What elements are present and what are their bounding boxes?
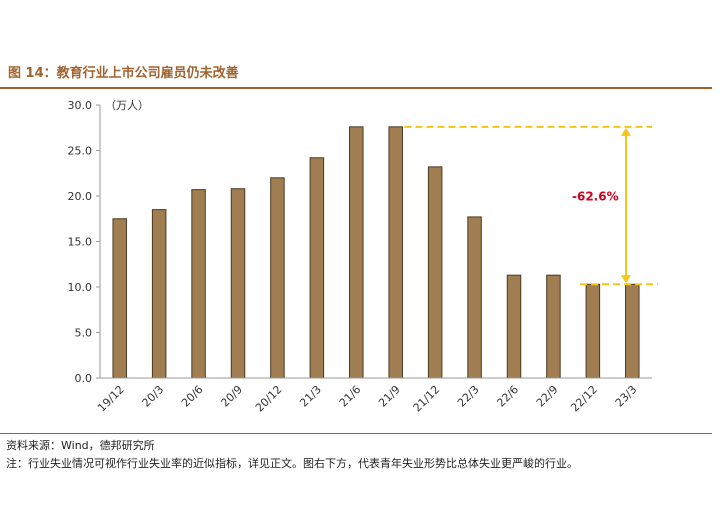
bar	[388, 126, 403, 379]
x-tick-label: 20/3	[140, 383, 167, 410]
bar	[625, 283, 640, 379]
bar	[506, 274, 522, 379]
x-tick-label: 21/9	[376, 383, 403, 410]
bars	[112, 126, 640, 379]
x-tick-label: 22/9	[534, 383, 561, 410]
bar	[230, 188, 246, 379]
title-divider	[0, 87, 712, 89]
y-tick-label: 30.0	[68, 99, 93, 112]
x-tick-label: 20/9	[218, 383, 245, 410]
x-axis: 19/12 20/3 20/6 20/9 20/12 21/3 21/6 21/9 21/12 2…	[95, 377, 652, 415]
bar	[270, 177, 285, 379]
decline-annotation: -62.6%	[404, 125, 658, 286]
y-tick-label: 15.0	[68, 236, 93, 249]
arrow-head-down	[621, 275, 631, 284]
x-tick-label: 22/12	[568, 383, 600, 415]
y-axis: 0.0 5.0 10.0 15.0 20.0 25.0 30.0 （万人）	[68, 99, 150, 385]
bar	[427, 166, 443, 379]
x-tick-label: 20/12	[253, 383, 285, 415]
footer-divider	[0, 433, 712, 434]
x-tick-label: 22/3	[455, 383, 482, 410]
bar	[112, 218, 127, 379]
bar-chart: 0.0 5.0 10.0 15.0 20.0 25.0 30.0 （万人） 19/12 20/3…	[68, 99, 658, 415]
bar	[349, 126, 364, 379]
decline-percent-label: -62.6%	[572, 190, 619, 204]
x-tick-label: 21/12	[411, 383, 443, 415]
bar	[151, 209, 167, 379]
bar	[309, 157, 325, 379]
arrow-head-up	[621, 127, 631, 136]
x-tick-label: 21/3	[297, 383, 324, 410]
x-tick-label: 23/3	[613, 383, 640, 410]
y-unit-label: （万人）	[105, 99, 149, 112]
bar	[467, 216, 482, 379]
y-tick-label: 10.0	[68, 281, 93, 294]
bar	[585, 283, 601, 379]
y-tick-label: 20.0	[68, 190, 93, 203]
x-tick-label: 21/6	[337, 383, 364, 410]
y-tick-label: 25.0	[68, 145, 93, 158]
note-text: 注：行业失业情况可视作行业失业率的近似指标，详见正文。图右下方，代表青年失业形势…	[6, 457, 578, 470]
bar	[546, 274, 561, 379]
x-tick-label: 19/12	[95, 383, 127, 415]
figure-title: 图 14：教育行业上市公司雇员仍未改善	[8, 66, 239, 81]
x-tick-label: 20/6	[179, 383, 206, 410]
y-tick-label: 0.0	[75, 372, 93, 385]
source-text: 资料来源：Wind，德邦研究所	[6, 439, 155, 452]
bar	[191, 189, 206, 379]
y-tick-label: 5.0	[75, 327, 93, 340]
x-tick-label: 22/6	[494, 383, 521, 410]
